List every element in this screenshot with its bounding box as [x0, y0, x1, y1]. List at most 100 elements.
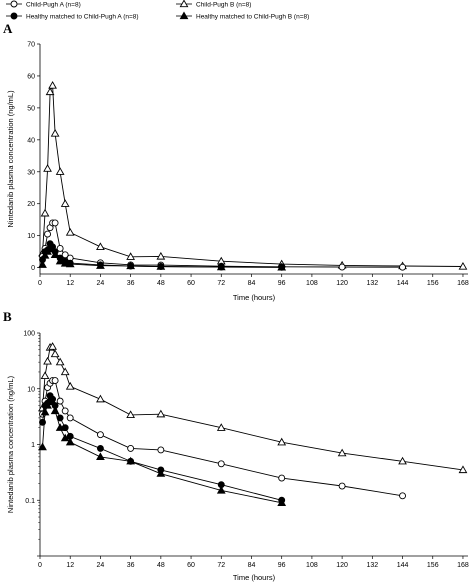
- panel-b-y-tick-label: 100: [23, 331, 35, 338]
- panel-a-series-child-pugh-a-n-8-point: [399, 263, 406, 271]
- panel-b-series-child-pugh-a-n-8-point: [61, 407, 69, 415]
- panel-a-y-tick-label: 50: [27, 105, 35, 112]
- panel-b-series-child-pugh-a-n-8-point: [127, 444, 135, 452]
- panel-a-series-healthy-matched-to-child-pugh-b-n-8-point: [48, 244, 57, 253]
- panel-a-series-healthy-matched-to-child-pugh-b-n-8-point: [60, 258, 70, 267]
- panel-b-series-healthy-matched-to-child-pugh-b-n-8-point: [216, 485, 226, 494]
- panel-a-series-child-pugh-b-n-8-point: [40, 208, 50, 217]
- legend: Child-Pugh A (n=8) Child-Pugh B (n=8) Heal…: [6, 0, 309, 21]
- panel-a-series-healthy-matched-to-child-pugh-b-n-8-point: [96, 261, 105, 269]
- panel-b-x-axis-label: Time (hours): [233, 573, 276, 582]
- panel-b-series-child-pugh-b-n-8-point: [50, 349, 60, 358]
- legend-child-pugh-b-n-8-text: Child-Pugh B (n=8): [196, 2, 251, 9]
- panel-b-series-healthy-matched-to-child-pugh-b-n-8-point: [60, 433, 70, 442]
- panel-a-series-child-pugh-b-n-8: [38, 81, 468, 270]
- panel-a-x-tick-label: 36: [127, 280, 135, 287]
- panel-a-series-healthy-matched-to-child-pugh-b-n-8-point: [156, 262, 166, 270]
- panel-b-series-child-pugh-b-n-8-point: [126, 410, 136, 419]
- panel-a-y-tick-label: 10: [27, 233, 35, 240]
- panel-b-x-tick-label: 24: [97, 562, 105, 569]
- panel-b-series-healthy-matched-to-child-pugh-b-n-8-point: [55, 423, 65, 431]
- panel-a-x-tick-label: 120: [336, 280, 348, 287]
- panel-a-x-tick-label: 96: [278, 280, 286, 287]
- panel-a-series-child-pugh-b-n-8-point: [43, 164, 52, 172]
- panel-a-x-tick-label: 12: [66, 280, 74, 287]
- panel-b-series-child-pugh-b-n-8-point: [65, 381, 75, 390]
- legend-child-pugh-a-n-8-marker: [10, 0, 18, 8]
- panel-a-series-child-pugh-a-n-8-point: [51, 219, 59, 227]
- panel-b-series-child-pugh-b-n-8: [38, 342, 468, 474]
- panel-a-x-tick-label: 24: [97, 280, 105, 287]
- panel-b-y-tick-label: 1: [31, 442, 35, 449]
- panel-a-x-tick-label: 144: [397, 280, 409, 287]
- panel-a-y-axis-label: Nintedanib plasma concentration (ng/mL): [6, 90, 15, 228]
- legend-child-pugh-b-n-8-marker: [179, 0, 189, 8]
- panel-b-series-healthy-matched-to-child-pugh-b-n-8-point: [65, 437, 75, 446]
- panel-b-series-healthy-matched-to-child-pugh-b-n-8-point: [48, 397, 57, 406]
- panel-b-x-tick-label: 60: [187, 562, 195, 569]
- panel-a-y-tick-label: 20: [27, 201, 35, 208]
- panel-b-series-child-pugh-b-n-8-point: [398, 456, 407, 465]
- panel-b-x-tick-label: 48: [157, 562, 165, 569]
- panel-a-series-child-pugh-b-n-8-line: [42, 85, 464, 267]
- panel-b-x-tick-label: 36: [127, 562, 135, 569]
- panel-a-x-tick-label: 132: [366, 280, 378, 287]
- panel-a-series-child-pugh-b-n-8-point: [60, 199, 70, 207]
- panel-a-series-child-pugh-b-n-8-point: [45, 87, 55, 96]
- panel-a-series-child-pugh-a-n-8-point: [56, 244, 64, 252]
- panel-a-y-tick-label: 70: [27, 42, 35, 49]
- panel-b-x-tick-label: 120: [336, 562, 348, 569]
- panel-b-series-child-pugh-b-n-8-point: [60, 367, 70, 376]
- legend-healthy-matched-to-child-pugh-b-n-8-marker: [179, 11, 189, 20]
- panel-a-series-healthy-matched-to-child-pugh-b-n-8-point: [40, 250, 50, 259]
- legend-healthy-matched-to-child-pugh-a-n-8-text: Healthy matched to Child-Pugh A (n=8): [26, 14, 139, 21]
- panel-b-series-child-pugh-a-n-8-point: [157, 446, 165, 454]
- panel-b-series-child-pugh-a-n-8-point: [278, 474, 286, 482]
- panel-a-x-tick-label: 168: [457, 280, 469, 287]
- panel-b-series-healthy-matched-to-child-pugh-b-n-8-point: [40, 407, 50, 416]
- panel-b-series-healthy-matched-to-child-pugh-a-n-8-point: [96, 444, 104, 452]
- panel-a-series-child-pugh-b-n-8-point: [126, 252, 136, 260]
- panel-a-series-healthy-matched-to-child-pugh-b-n-8-point: [38, 260, 47, 268]
- panel-b-x-tick-label: 0: [38, 562, 42, 569]
- panel-a-y-tick-label: 0: [31, 265, 35, 272]
- panel-a-series-child-pugh-b-n-8-point: [96, 242, 105, 250]
- panel-a-x-tick-label: 108: [306, 280, 318, 287]
- panel-b-x-tick-label: 84: [248, 562, 256, 569]
- panel-b-series-child-pugh-b-n-8-point: [458, 465, 468, 474]
- panel-b-series-child-pugh-b-n-8-point: [337, 448, 347, 457]
- panel-a-series-healthy-matched-to-child-pugh-b-n-8-point: [126, 261, 136, 270]
- panel-b-series-child-pugh-a-n-8-point: [66, 414, 74, 422]
- panel-b-x-tick-label: 72: [217, 562, 225, 569]
- panel-a-y-tick-label: 30: [27, 169, 35, 176]
- panel-a-series-healthy-matched-to-child-pugh-b-n-8-point: [216, 262, 226, 271]
- panel-label-b: B: [3, 309, 12, 324]
- panel-b-series-child-pugh-b-n-8-point: [43, 356, 52, 365]
- panel-b-series-child-pugh-a-n-8-point: [338, 482, 346, 490]
- chart-panel-b: 0 12 24 36 48 60 72 84 96 108 120 132 144 156 168 0.1 1 1…: [6, 331, 469, 583]
- panel-b-x-tick-label: 12: [66, 562, 74, 569]
- panel-a-series-healthy-matched-to-child-pugh-b-n-8-point: [55, 256, 65, 265]
- panel-b-x-tick-label: 168: [457, 562, 469, 569]
- panel-a-x-tick-label: 48: [157, 280, 165, 287]
- panel-a-y-tick-label: 60: [27, 73, 35, 80]
- panel-b-x-tick-label: 144: [397, 562, 409, 569]
- panel-b-series-child-pugh-a-n-8-point: [51, 377, 59, 385]
- panel-b-series-healthy-matched-to-child-pugh-b-n-8: [38, 394, 287, 506]
- panel-b-series-child-pugh-b-n-8-point: [96, 394, 105, 403]
- panel-a-y-tick-label: 40: [27, 137, 35, 144]
- panel-a-series-child-pugh-b-n-8-point: [65, 227, 75, 236]
- panel-b-series-child-pugh-a-n-8: [39, 377, 406, 500]
- panel-b-series-healthy-matched-to-child-pugh-b-n-8-point: [50, 406, 60, 415]
- legend-healthy-matched-to-child-pugh-a-n-8-marker: [10, 12, 18, 20]
- panel-a-x-tick-label: 60: [187, 280, 195, 287]
- panel-b-y-axis-label: Nintedanib plasma concentration (ng/mL): [6, 375, 15, 513]
- panel-a-series-child-pugh-a-n-8-point: [338, 263, 346, 271]
- panel-b-x-tick-label: 132: [366, 562, 378, 569]
- panel-b-series-healthy-matched-to-child-pugh-b-n-8-point: [96, 452, 105, 461]
- panel-b-x-tick-label: 108: [306, 562, 318, 569]
- panel-b-series-child-pugh-a-n-8-point: [217, 460, 225, 468]
- chart-panel-a: 0 12 24 36 48 60 72 84 96 108 120 132 144 156 168 0 10 20…: [6, 42, 469, 303]
- panel-b-series-child-pugh-a-n-8-point: [96, 431, 104, 439]
